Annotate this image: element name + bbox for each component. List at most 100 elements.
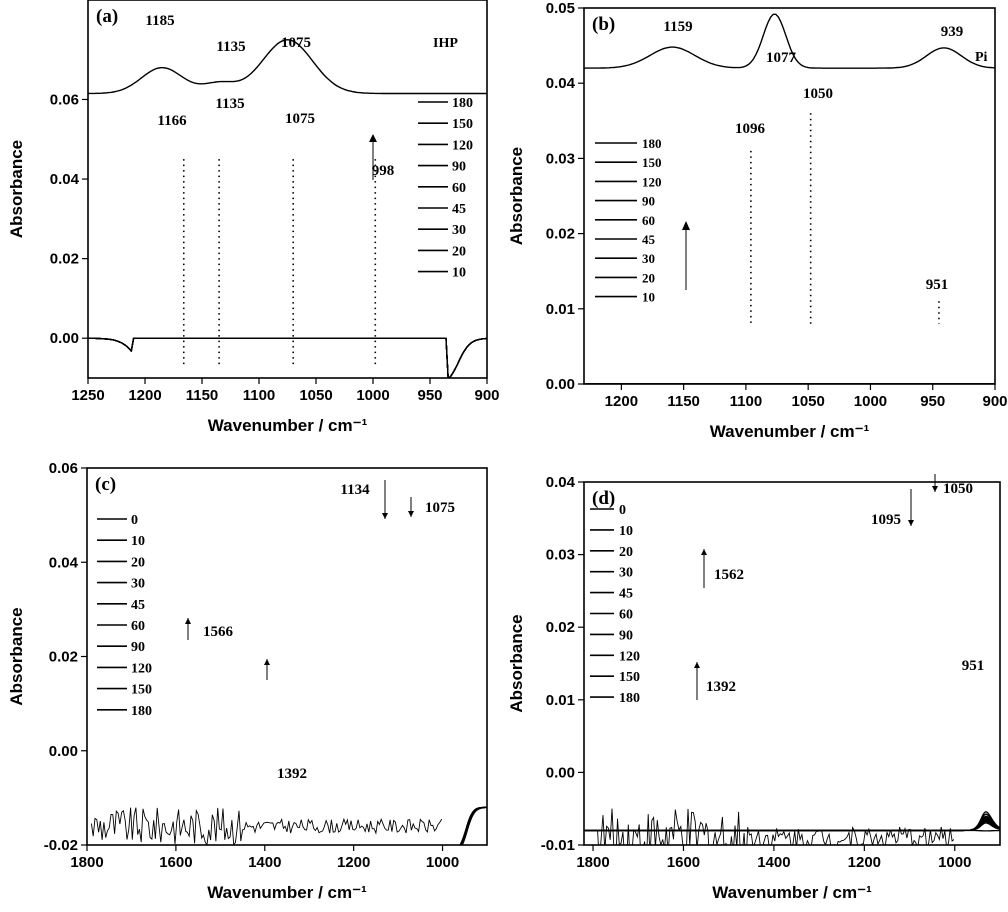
series-line-120 [88, 337, 487, 378]
x-tick-label: 1200 [337, 854, 370, 871]
legend-label-10: 10 [642, 290, 655, 305]
arrow-head [908, 520, 914, 526]
x-tick-label: 1100 [730, 393, 763, 410]
legend-label-30: 30 [642, 251, 655, 266]
x-tick-label: 1400 [757, 854, 790, 871]
plot-frame [87, 0, 488, 379]
x-tick-label: 1000 [854, 393, 887, 410]
x-tick-label: 1000 [426, 854, 459, 871]
series-line-180 [88, 337, 487, 378]
legend-label-60: 60 [452, 181, 466, 196]
series-line-90 [584, 816, 1000, 832]
panel-d: 1800 1600 1400 1200 1000-0.010.000.010.020.0… [507, 474, 1001, 902]
series-line-120 [584, 815, 1000, 832]
series-line-90 [88, 337, 487, 378]
series-line-45 [88, 337, 487, 378]
series-line-150 [584, 813, 1000, 832]
peak-annotation-1134: 1134 [340, 482, 370, 498]
arrow-head [694, 662, 700, 668]
legend-label-150: 150 [642, 155, 662, 170]
x-axis-label: Wavenumber / cm⁻¹ [712, 883, 872, 902]
x-tick-label: 1250 [71, 387, 104, 404]
legend-label-20: 20 [131, 555, 145, 570]
x-tick-label: 1200 [605, 393, 638, 410]
legend-label-120: 120 [642, 174, 662, 189]
peak-annotation-998: 998 [372, 163, 395, 179]
x-tick-label: 1800 [576, 854, 609, 871]
legend-label-0: 0 [131, 513, 138, 528]
legend-label-45: 45 [452, 202, 466, 217]
y-tick-label: 0.00 [50, 330, 79, 347]
reference-label: IHP [433, 36, 458, 51]
legend-label-30: 30 [131, 577, 145, 592]
legend-label-120: 120 [619, 649, 640, 664]
series-line-30 [88, 337, 487, 378]
y-tick-label: 0.02 [49, 649, 78, 666]
peak-annotation-1075: 1075 [425, 500, 455, 516]
y-tick-label: 0.02 [546, 226, 575, 243]
legend-label-10: 10 [619, 524, 633, 539]
y-tick-label: 0.04 [49, 554, 79, 571]
legend-label-90: 90 [642, 194, 655, 209]
series-line-20 [584, 821, 1000, 832]
y-axis-label: Absorbance [7, 140, 26, 238]
x-tick-label: 1200 [848, 854, 881, 871]
legend-label-30: 30 [619, 566, 633, 581]
y-tick-label: 0.04 [50, 171, 80, 188]
peak-annotation-1392: 1392 [706, 679, 736, 695]
series-line-45 [584, 819, 1000, 832]
legend-label-45: 45 [131, 598, 145, 613]
y-tick-label: -0.02 [44, 837, 78, 854]
legend-label-150: 150 [452, 117, 473, 132]
legend-label-60: 60 [642, 213, 655, 228]
arrow-head [682, 221, 690, 230]
arrow-head [382, 513, 388, 519]
peak-annotation-1135: 1135 [215, 96, 244, 112]
plot-area [90, 806, 487, 845]
reference-label: Pi [975, 50, 988, 65]
legend-label-120: 120 [452, 138, 473, 153]
legend-label-0: 0 [619, 503, 626, 518]
arrow-head [408, 511, 414, 517]
legend-label-180: 180 [452, 96, 473, 111]
legend-label-180: 180 [642, 136, 662, 151]
x-tick-label: 1050 [791, 393, 824, 410]
peak-annotation-951: 951 [926, 277, 949, 293]
legend-label-45: 45 [642, 232, 656, 247]
peak-annotation-951: 951 [962, 658, 985, 674]
y-tick-label: 0.03 [546, 150, 575, 167]
legend-label-30: 30 [452, 223, 466, 238]
legend-label-120: 120 [131, 661, 152, 676]
reference-line [584, 13, 995, 69]
x-tick-label: 1200 [128, 387, 161, 404]
legend-label-10: 10 [452, 266, 466, 281]
reference-peak-1077: 1077 [766, 50, 797, 66]
noise-line [90, 807, 443, 845]
x-tick-label: 900 [474, 387, 499, 404]
y-axis-label: Absorbance [7, 607, 26, 705]
series-line-60 [88, 337, 487, 378]
x-axis-label: Wavenumber / cm⁻¹ [207, 883, 367, 902]
peak-annotation-1050: 1050 [803, 86, 833, 102]
legend-label-90: 90 [452, 160, 466, 175]
y-tick-label: 0.04 [546, 474, 576, 491]
y-tick-label: 0.00 [546, 764, 575, 781]
panel-letter: (d) [592, 488, 615, 509]
peak-annotation-1096: 1096 [735, 121, 766, 137]
legend-label-90: 90 [131, 640, 145, 655]
series-line-10 [88, 337, 487, 378]
legend-label-20: 20 [619, 545, 633, 560]
peak-annotation-1095: 1095 [871, 512, 901, 528]
x-tick-label: 1050 [299, 387, 332, 404]
panel-a: 1250 1200 1150 1100 1050 1000 950 900 0.00 0.02 0.… [7, 0, 500, 435]
legend-label-45: 45 [619, 587, 633, 602]
y-tick-label: 0.02 [546, 619, 575, 636]
x-tick-label: 1100 [243, 387, 276, 404]
y-tick-label: 0.02 [50, 251, 79, 268]
series-line-150 [88, 337, 487, 378]
y-tick-label: 0.06 [50, 91, 79, 108]
x-tick-label: 1150 [667, 393, 700, 410]
arrow-head [264, 659, 270, 665]
y-tick-label: -0.01 [541, 837, 575, 854]
